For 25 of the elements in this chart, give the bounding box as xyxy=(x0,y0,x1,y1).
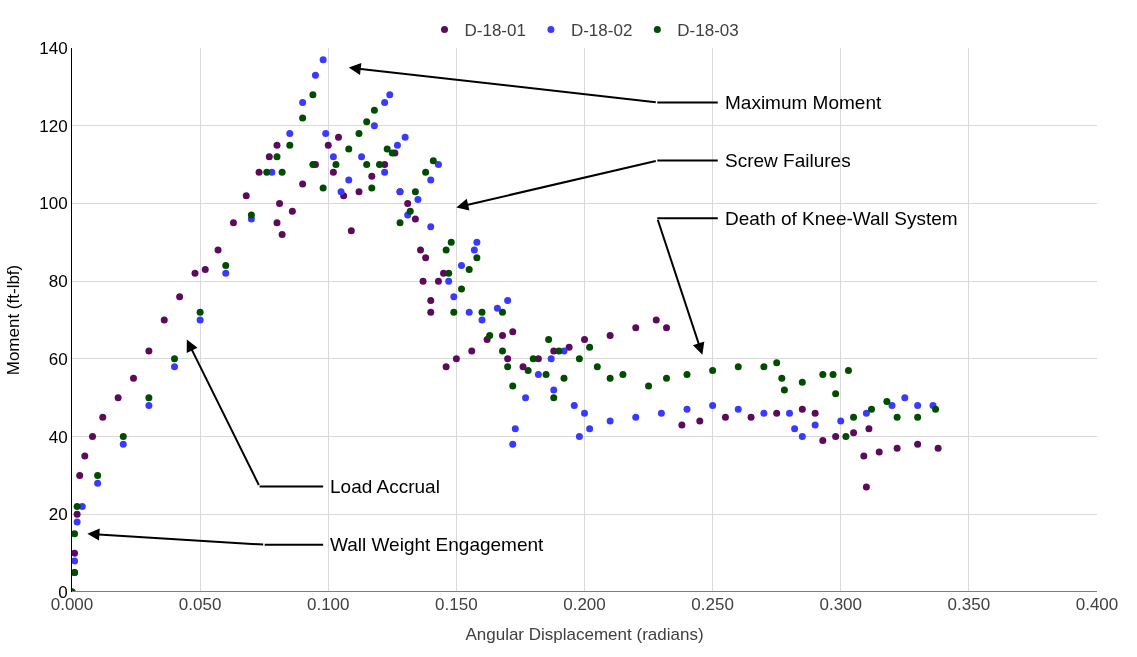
y-tick-label: 40 xyxy=(48,427,68,447)
y-tick-label: 20 xyxy=(48,505,68,525)
x-tick-label: 0.050 xyxy=(178,595,222,614)
y-tick-label: 80 xyxy=(48,272,68,292)
y-tick-label: 100 xyxy=(39,194,68,214)
legend-label: D-18-01 xyxy=(464,21,526,41)
annotation: Maximum Moment xyxy=(725,92,882,113)
x-tick-label: 0.300 xyxy=(819,595,863,614)
y-tick-label: 60 xyxy=(48,349,68,369)
x-tick-label: 0.200 xyxy=(563,595,606,614)
annotation: Death of Knee-Wall System xyxy=(725,208,958,229)
x-tick-label: 0.250 xyxy=(691,595,734,614)
x-tick-label: 0.400 xyxy=(1075,595,1119,614)
y-tick-label: 140 xyxy=(39,38,68,58)
legend-label: D-18-03 xyxy=(677,21,739,41)
y-axis-title: Moment (ft-lbf) xyxy=(3,264,23,376)
annotation: Wall Weight Engagement xyxy=(330,534,545,555)
y-tick-label: 120 xyxy=(39,116,68,136)
x-axis-title: Angular Displacement (radians) xyxy=(465,625,704,645)
annotation: Screw Failures xyxy=(725,150,851,171)
annotation: Load Accrual xyxy=(330,476,440,497)
legend-label: D-18-02 xyxy=(570,21,633,41)
x-tick-label: 0.150 xyxy=(435,595,478,614)
x-tick-label: 0.100 xyxy=(306,595,350,614)
x-tick-label: 0.350 xyxy=(947,595,991,614)
